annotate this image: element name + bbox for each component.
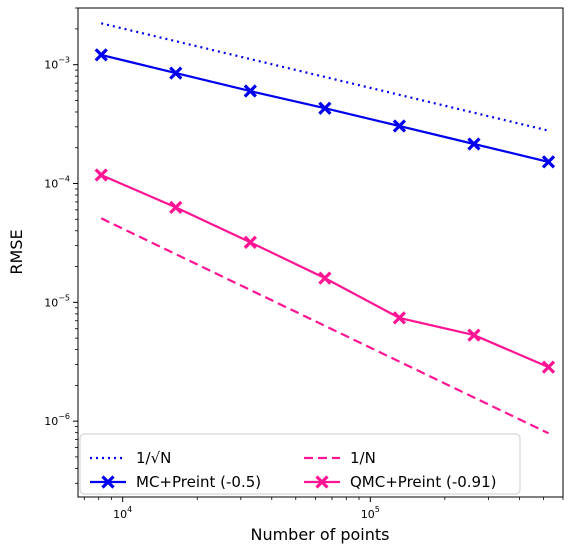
data-point (94, 168, 108, 182)
plot-area (77, 7, 564, 498)
legend: 1/√N 1/N MC+Preint (-0.5) QMC+Preint (-0.91… (79, 433, 521, 495)
data-point (169, 66, 183, 80)
legend-label: 1/√N (136, 449, 171, 467)
data-point (392, 311, 407, 325)
x-axis-label: Number of points (250, 525, 389, 544)
data-point (318, 101, 332, 115)
legend-marker (315, 475, 329, 489)
series-line (100, 217, 549, 435)
series-line (100, 22, 549, 132)
y-axis-label: RMSE (7, 229, 26, 274)
data-point (541, 155, 556, 169)
data-point (467, 328, 481, 342)
data-point (243, 84, 257, 98)
legend-entry: 1/N (304, 449, 376, 467)
data-point (392, 119, 407, 133)
series-3 (94, 168, 556, 374)
data-point (318, 271, 332, 285)
legend-marker (101, 475, 115, 489)
legend-entry: MC+Preint (-0.5) (90, 473, 261, 491)
y-tick-label: 10−3 (44, 56, 70, 72)
legend-label: QMC+Preint (-0.91) (350, 473, 496, 491)
y-tick-label: 10−5 (44, 293, 70, 309)
data-point (541, 360, 556, 374)
axis-ticks: 104 105 10−6 10−5 10−4 10−3 (44, 7, 564, 521)
series-0 (100, 22, 549, 132)
series-2 (94, 48, 556, 169)
data-point (94, 48, 108, 62)
series-layer (94, 22, 556, 435)
data-point (467, 137, 481, 151)
series-1 (100, 217, 549, 435)
y-tick-label: 10−6 (44, 412, 70, 428)
x-tick-label: 105 (361, 505, 380, 521)
legend-entry: QMC+Preint (-0.91) (304, 473, 496, 491)
legend-entry: 1/√N (90, 449, 171, 467)
legend-label: 1/N (350, 449, 376, 467)
x-tick-label: 104 (113, 505, 132, 521)
legend-box (79, 433, 521, 495)
y-tick-label: 10−4 (44, 175, 70, 191)
data-point (243, 235, 257, 249)
legend-label: MC+Preint (-0.5) (136, 473, 261, 491)
data-point (169, 200, 183, 214)
